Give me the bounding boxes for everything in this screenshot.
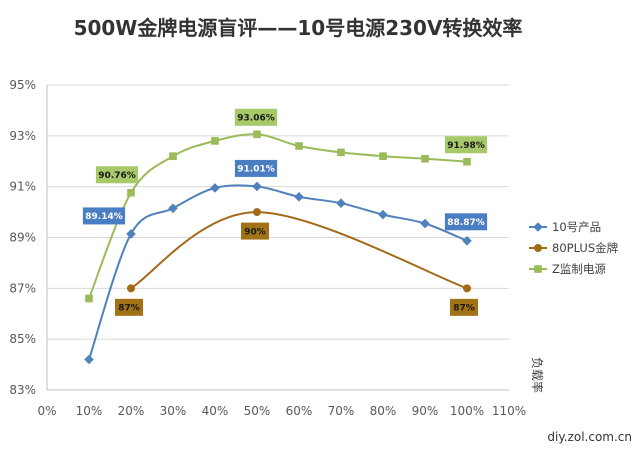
data-label-box <box>444 213 488 231</box>
x-tick-label: 40% <box>202 404 229 418</box>
data-labels: 89.14% 91.01% 88.87% 87% 90% 87% 90.76% 93.06% 9… <box>82 108 488 316</box>
data-label-box <box>450 298 478 316</box>
data-label-text: 89.14% <box>85 212 123 222</box>
series-1-marker <box>126 229 136 239</box>
x-tick-label: 30% <box>160 404 187 418</box>
data-label-text: 87% <box>453 304 475 314</box>
data-label-text: 88.87% <box>447 218 485 228</box>
series-2-line <box>130 211 468 290</box>
series-3-marker <box>85 294 93 303</box>
x-tick-label: 70% <box>328 404 355 418</box>
x-tick-label: 20% <box>118 404 145 418</box>
y-tick-label: 89% <box>9 231 36 245</box>
chart-title: 500W金牌电源盲评——10号电源230V转换效率 <box>74 16 523 40</box>
data-label-box <box>95 166 139 184</box>
series-2-marker <box>253 208 261 217</box>
series-3-data-label: 91.98% <box>444 136 488 154</box>
series-3-marker <box>337 148 345 157</box>
legend-item: Z监制电源 <box>529 262 606 276</box>
series-3-marker <box>379 152 387 160</box>
series-2-marker <box>127 284 135 293</box>
y-tick-label: 95% <box>9 78 36 92</box>
legend-marker <box>534 244 542 252</box>
y-tick-label: 83% <box>9 383 36 397</box>
series-3-data-label: 90.76% <box>95 166 139 184</box>
y-tick-labels: 83% 85% 87% 89% 91% 93% 95% <box>9 78 36 397</box>
series-2-data-label: 87% <box>450 298 478 316</box>
x-axis-title: 负载率 <box>530 357 545 393</box>
series-1-marker <box>168 203 178 214</box>
legend: 10号产品 80PLUS金牌 Z监制电源 <box>529 220 618 276</box>
series-3-marker <box>295 142 303 150</box>
series-1-data-label: 88.87% <box>444 213 488 231</box>
series-1-marker <box>252 181 262 192</box>
legend-item: 10号产品 <box>529 220 601 234</box>
series-3-marker <box>211 137 219 145</box>
series-1-marker <box>420 218 430 229</box>
x-tick-label: 10% <box>76 404 103 418</box>
series-1-line <box>88 184 468 361</box>
x-tick-labels: 0% 10% 20% 30% 40% 50% 60% 70% 80% 90% 100% 110% <box>37 404 526 418</box>
series-3-marker <box>421 154 429 163</box>
series-3-marker <box>253 130 261 139</box>
series-3-marker <box>169 152 177 160</box>
series-1-data-label: 91.01% <box>234 159 278 177</box>
axes <box>46 85 509 391</box>
data-label-text: 91.01% <box>237 165 275 175</box>
watermark: diy.zol.com.cn <box>547 430 632 444</box>
series-lines <box>88 133 468 361</box>
data-label-text: 91.98% <box>447 141 485 151</box>
series-2-marker <box>463 284 471 293</box>
series-markers <box>84 130 472 365</box>
data-label-text: 90% <box>244 227 266 237</box>
series-1-marker <box>210 183 220 193</box>
y-tick-label: 85% <box>9 332 36 346</box>
legend-marker <box>533 222 543 232</box>
x-tick-label: 110% <box>492 404 526 418</box>
series-2-data-label: 87% <box>115 298 143 316</box>
y-tick-label: 91% <box>9 180 36 194</box>
data-label-text: 93.06% <box>237 114 275 124</box>
x-tick-label: 100% <box>450 404 484 418</box>
legend-label: 80PLUS金牌 <box>552 241 618 255</box>
legend-label: 10号产品 <box>552 220 601 234</box>
x-tick-label: 50% <box>244 404 271 418</box>
series-2-data-label: 90% <box>241 222 269 240</box>
y-tick-label: 93% <box>9 129 36 143</box>
x-tick-label: 0% <box>37 404 56 418</box>
series-3-data-label: 93.06% <box>234 108 278 126</box>
data-label-box <box>234 159 278 177</box>
series-3-marker <box>463 157 471 166</box>
data-label-box <box>115 298 143 316</box>
data-label-box <box>241 222 269 240</box>
series-3-marker <box>127 188 135 197</box>
y-tick-label: 87% <box>9 281 36 295</box>
x-tick-label: 60% <box>286 404 313 418</box>
data-label-box <box>234 108 278 126</box>
series-1-marker <box>462 236 472 246</box>
legend-marker <box>534 265 542 273</box>
data-label-box <box>82 207 126 225</box>
data-label-text: 90.76% <box>98 171 136 181</box>
series-3-line <box>88 133 468 300</box>
series-1-marker <box>336 198 346 208</box>
data-label-text: 87% <box>118 304 140 314</box>
legend-label: Z监制电源 <box>552 262 606 276</box>
series-1-data-label: 89.14% <box>82 207 126 225</box>
x-tick-label: 90% <box>412 404 439 418</box>
data-label-box <box>444 136 488 154</box>
legend-item: 80PLUS金牌 <box>529 241 618 255</box>
x-tick-label: 80% <box>370 404 397 418</box>
series-1-marker <box>378 209 388 220</box>
series-1-marker <box>294 192 304 202</box>
series-1-marker <box>84 354 94 365</box>
